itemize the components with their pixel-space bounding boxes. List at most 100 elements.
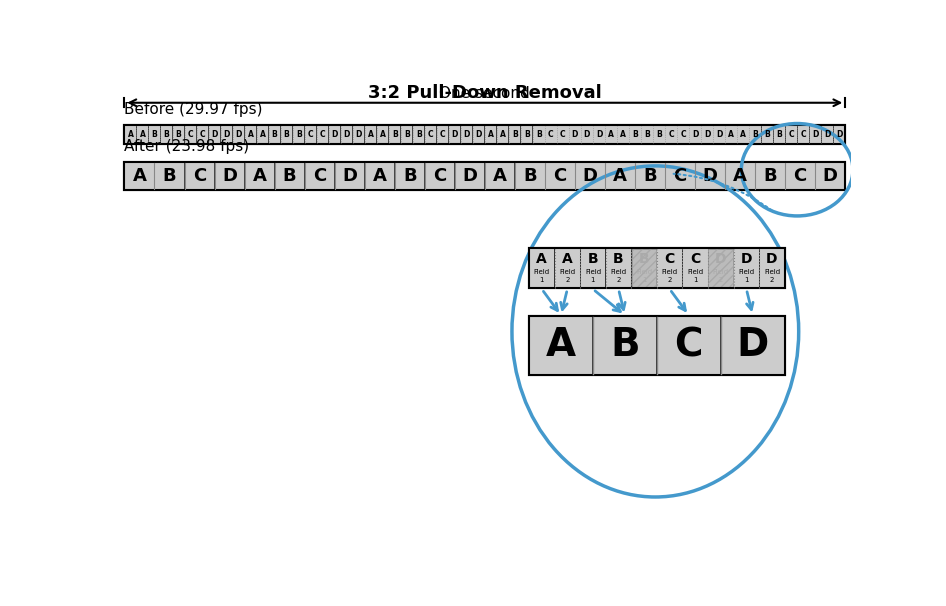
Text: A: A <box>488 130 494 139</box>
Bar <box>629 125 640 143</box>
Bar <box>155 162 184 189</box>
Bar <box>245 125 256 143</box>
Text: D: D <box>824 130 831 139</box>
Bar <box>833 125 845 143</box>
Text: D: D <box>692 130 698 139</box>
Text: 3:2 Pull-Down Removal: 3:2 Pull-Down Removal <box>368 84 602 101</box>
Text: B: B <box>657 130 662 139</box>
Text: B: B <box>284 130 289 139</box>
Text: C: C <box>200 130 205 139</box>
Text: A: A <box>740 130 746 139</box>
Text: D: D <box>463 167 478 185</box>
Bar <box>756 162 785 189</box>
Bar <box>125 162 845 190</box>
Bar <box>569 125 581 143</box>
Bar <box>529 248 785 288</box>
Text: A: A <box>253 167 267 185</box>
Text: C: C <box>800 130 806 139</box>
Bar <box>709 248 733 288</box>
Bar <box>683 248 708 288</box>
Text: C: C <box>794 167 807 185</box>
Text: D: D <box>356 130 362 139</box>
Bar <box>605 162 635 189</box>
Text: B: B <box>536 130 542 139</box>
Bar <box>215 162 244 189</box>
Bar <box>734 248 759 288</box>
Text: C: C <box>307 130 313 139</box>
Bar <box>632 248 657 288</box>
Text: A: A <box>379 130 386 139</box>
Bar <box>726 162 755 189</box>
Bar <box>521 125 533 143</box>
Text: D: D <box>737 326 769 364</box>
Bar <box>785 162 815 189</box>
Text: C: C <box>664 252 674 266</box>
Text: A: A <box>259 130 266 139</box>
Text: C: C <box>560 130 566 139</box>
Bar <box>462 125 472 143</box>
Bar <box>413 125 425 143</box>
Bar <box>245 162 274 189</box>
Text: B: B <box>613 252 623 266</box>
Bar <box>516 162 545 189</box>
Bar <box>425 125 436 143</box>
Text: D: D <box>236 130 242 139</box>
Text: B: B <box>151 130 157 139</box>
Bar <box>125 125 136 143</box>
Bar <box>125 162 154 189</box>
Bar <box>365 125 377 143</box>
Text: B: B <box>777 130 782 139</box>
Text: A: A <box>493 167 507 185</box>
Text: A: A <box>620 130 626 139</box>
Text: A: A <box>499 130 506 139</box>
Text: B: B <box>296 130 302 139</box>
Bar <box>713 125 725 143</box>
Text: B: B <box>644 130 650 139</box>
Text: B: B <box>523 167 536 185</box>
Text: A: A <box>536 252 547 266</box>
Bar <box>395 162 425 189</box>
Bar <box>641 125 653 143</box>
Text: A: A <box>139 130 146 139</box>
Text: B: B <box>176 130 182 139</box>
Bar <box>677 125 689 143</box>
Text: B: B <box>283 167 296 185</box>
Bar <box>575 162 604 189</box>
Text: D: D <box>331 130 338 139</box>
Bar <box>473 125 484 143</box>
Bar <box>401 125 412 143</box>
Text: D: D <box>211 130 218 139</box>
Text: C: C <box>680 130 686 139</box>
Text: A: A <box>728 130 734 139</box>
Text: B: B <box>403 167 416 185</box>
Text: B: B <box>763 167 777 185</box>
Text: B: B <box>639 252 649 266</box>
Text: Before (29.97 fps): Before (29.97 fps) <box>125 102 263 118</box>
Bar <box>389 125 400 143</box>
Text: D: D <box>704 130 710 139</box>
Text: B: B <box>416 130 422 139</box>
Bar <box>221 125 232 143</box>
Text: B: B <box>752 130 758 139</box>
Text: B: B <box>272 130 277 139</box>
Bar <box>762 125 773 143</box>
Bar <box>149 125 160 143</box>
Bar <box>530 248 554 288</box>
Bar <box>810 125 821 143</box>
Text: B: B <box>524 130 530 139</box>
Bar <box>161 125 172 143</box>
Bar <box>269 125 280 143</box>
Bar <box>377 125 389 143</box>
Text: C: C <box>313 167 326 185</box>
Text: B: B <box>392 130 397 139</box>
Text: C: C <box>548 130 553 139</box>
Bar <box>125 162 845 190</box>
Text: B: B <box>632 130 638 139</box>
Text: C: C <box>674 326 703 364</box>
Bar <box>722 317 784 374</box>
Bar <box>529 248 785 288</box>
Text: D: D <box>812 130 818 139</box>
Text: D: D <box>584 130 590 139</box>
Text: A: A <box>562 252 572 266</box>
Bar <box>335 162 364 189</box>
